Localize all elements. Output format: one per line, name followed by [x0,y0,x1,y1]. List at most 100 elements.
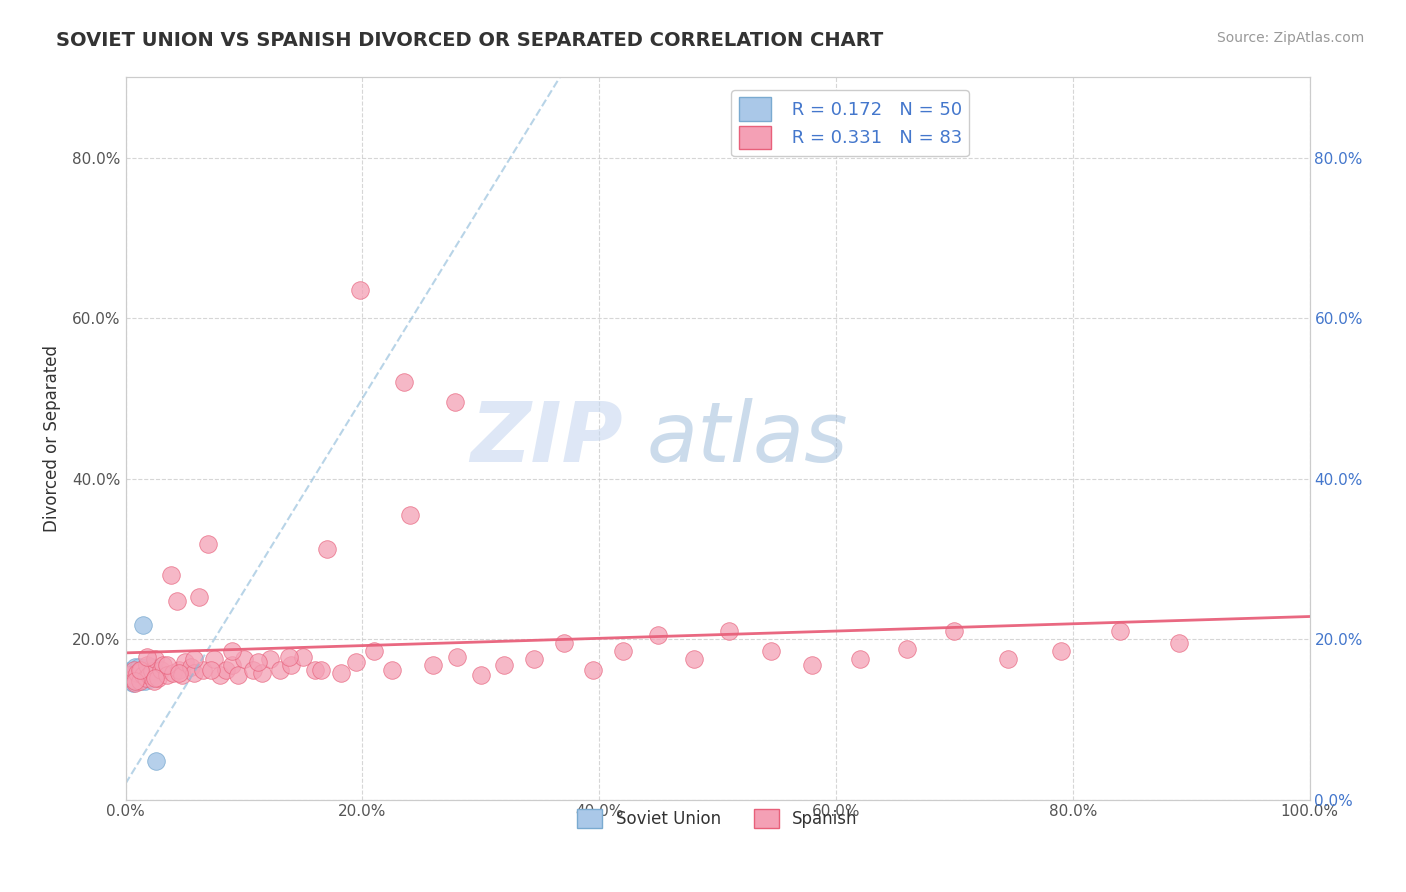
Point [943,624,966,638]
Point [118,671,141,685]
Point [215,663,238,677]
Point [152,657,174,672]
Point [250,665,273,680]
Point [330,665,353,680]
Point [392,376,415,390]
Point [167,665,190,680]
Point [135,671,157,685]
Point [759,644,782,658]
Point [150,663,173,677]
Point [118,668,141,682]
Point [398,508,420,522]
Point [135,664,157,678]
Point [446,649,468,664]
Point [1168,636,1191,650]
Point [143,652,166,666]
Point [142,665,165,680]
Point [121,668,143,682]
Point [280,657,302,672]
Point [146,671,169,685]
Point [143,671,166,685]
Point [129,663,152,677]
Point [127,671,149,685]
Point [221,644,243,658]
Point [233,652,256,666]
Point [131,663,153,677]
Point [141,668,163,682]
Point [125,672,148,686]
Point [135,657,157,672]
Point [117,668,139,682]
Point [221,657,243,672]
Point [122,671,145,685]
Point [132,668,155,682]
Point [128,663,150,677]
Point [136,671,159,685]
Point [172,668,194,682]
Point [138,668,160,682]
Point [188,591,211,605]
Point [801,657,824,672]
Point [138,663,160,677]
Point [647,628,669,642]
Text: Source: ZipAtlas.com: Source: ZipAtlas.com [1216,31,1364,45]
Text: SOVIET UNION VS SPANISH DIVORCED OR SEPARATED CORRELATION CHART: SOVIET UNION VS SPANISH DIVORCED OR SEPA… [56,31,883,50]
Point [128,664,150,678]
Point [443,395,465,409]
Point [143,668,166,682]
Point [121,676,143,690]
Point [141,660,163,674]
Point [523,652,546,666]
Point [848,652,870,666]
Point [315,542,337,557]
Point [349,283,371,297]
Point [128,673,150,688]
Point [128,668,150,682]
Point [582,663,605,677]
Point [118,664,141,678]
Point [896,641,918,656]
Point [135,649,157,664]
Point [1050,644,1073,658]
Point [127,665,149,680]
Point [124,660,146,674]
Point [128,671,150,685]
Point [259,652,281,666]
Point [120,673,142,688]
Point [125,668,148,682]
Point [197,537,219,551]
Point [139,672,162,686]
Point [553,636,575,650]
Point [309,663,332,677]
Point [122,663,145,677]
Point [121,665,143,680]
Point [156,668,179,682]
Point [145,754,167,768]
Point [124,668,146,682]
Point [612,644,634,658]
Point [125,664,148,678]
Point [132,617,155,632]
Point [156,657,179,672]
Point [226,668,249,682]
Point [202,652,225,666]
Point [494,657,516,672]
Point [122,663,145,677]
Point [1109,624,1132,638]
Point [997,652,1019,666]
Point [422,657,444,672]
Point [136,665,159,680]
Point [191,663,214,677]
Point [247,655,270,669]
Point [122,665,145,680]
Point [121,672,143,686]
Point [141,664,163,678]
Point [131,665,153,680]
Point [124,676,146,690]
Point [135,665,157,680]
Point [683,652,706,666]
Point [381,663,404,677]
Point [129,668,152,682]
Point [180,660,202,674]
Point [166,593,188,607]
